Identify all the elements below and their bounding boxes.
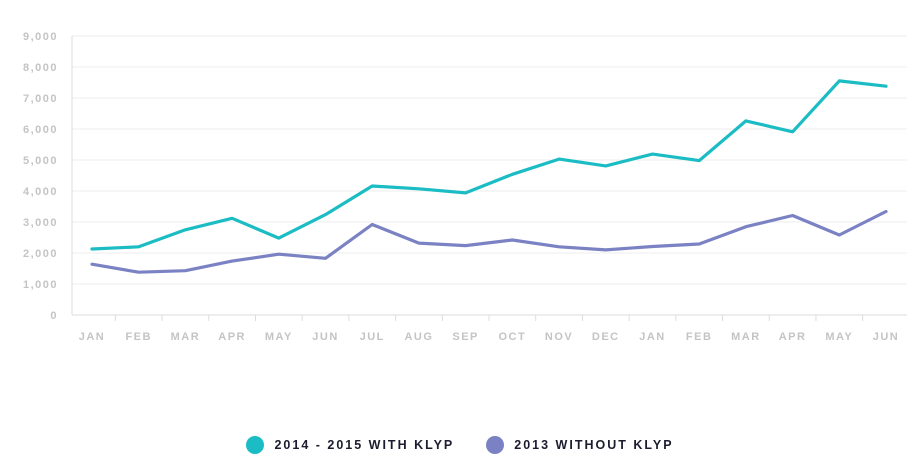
y-tick-label: 0 (50, 310, 58, 322)
legend-swatch-without-klyp (486, 436, 505, 454)
legend-label-without-klyp: 2013 WITHOUT KLYP (514, 438, 674, 452)
y-tick-label: 7,000 (23, 93, 58, 105)
x-axis: JAN FEB MAR APR MAY JUN JUL AUG SEP OCT NOV DEC JAN F… (79, 331, 900, 343)
x-tick-label: JUN (873, 331, 900, 343)
y-tick-label: 8,000 (23, 62, 58, 74)
x-tick-label: APR (779, 331, 807, 343)
x-tick-label: JUL (360, 331, 385, 343)
x-tick-label: OCT (498, 331, 526, 343)
y-axis: 0 1,000 2,000 3,000 4,000 5,000 6,000 7,000 8,00… (23, 31, 58, 322)
legend-item-without-klyp[interactable]: 2013 WITHOUT KLYP (486, 436, 673, 454)
legend-item-with-klyp[interactable]: 2014 - 2015 WITH KLYP (246, 436, 454, 454)
y-tick-label: 6,000 (23, 124, 58, 136)
y-tick-label: 9,000 (23, 31, 58, 43)
x-tick-label: JUN (312, 331, 339, 343)
x-tick-label: SEP (452, 331, 479, 343)
x-tick-label: JAN (639, 331, 666, 343)
legend-swatch-with-klyp (246, 436, 265, 454)
x-tick-label: MAY (825, 331, 853, 343)
x-tick-label: DEC (592, 331, 620, 343)
series-line-without-klyp (90, 209, 888, 274)
x-tick-label: MAR (731, 331, 761, 343)
legend-label-with-klyp: 2014 - 2015 WITH KLYP (274, 438, 455, 452)
y-tick-label: 5,000 (23, 155, 58, 167)
x-tick-label: MAR (171, 331, 201, 343)
x-tick-label: JAN (79, 331, 106, 343)
legend: 2014 - 2015 WITH KLYP 2013 WITHOUT KLYP (0, 436, 920, 454)
grid-lines (71, 35, 907, 321)
x-tick-label: MAY (265, 331, 293, 343)
y-tick-label: 1,000 (23, 279, 58, 291)
x-tick-label: FEB (686, 331, 713, 343)
y-tick-label: 2,000 (23, 248, 58, 260)
series-line-with-klyp (90, 79, 888, 251)
x-tick-label: NOV (545, 331, 573, 343)
y-tick-label: 4,000 (23, 186, 58, 198)
y-tick-label: 3,000 (23, 217, 58, 229)
x-tick-label: FEB (125, 331, 152, 343)
x-tick-label: APR (218, 331, 246, 343)
series-lines (90, 79, 888, 274)
x-tick-label: AUG (404, 331, 433, 343)
